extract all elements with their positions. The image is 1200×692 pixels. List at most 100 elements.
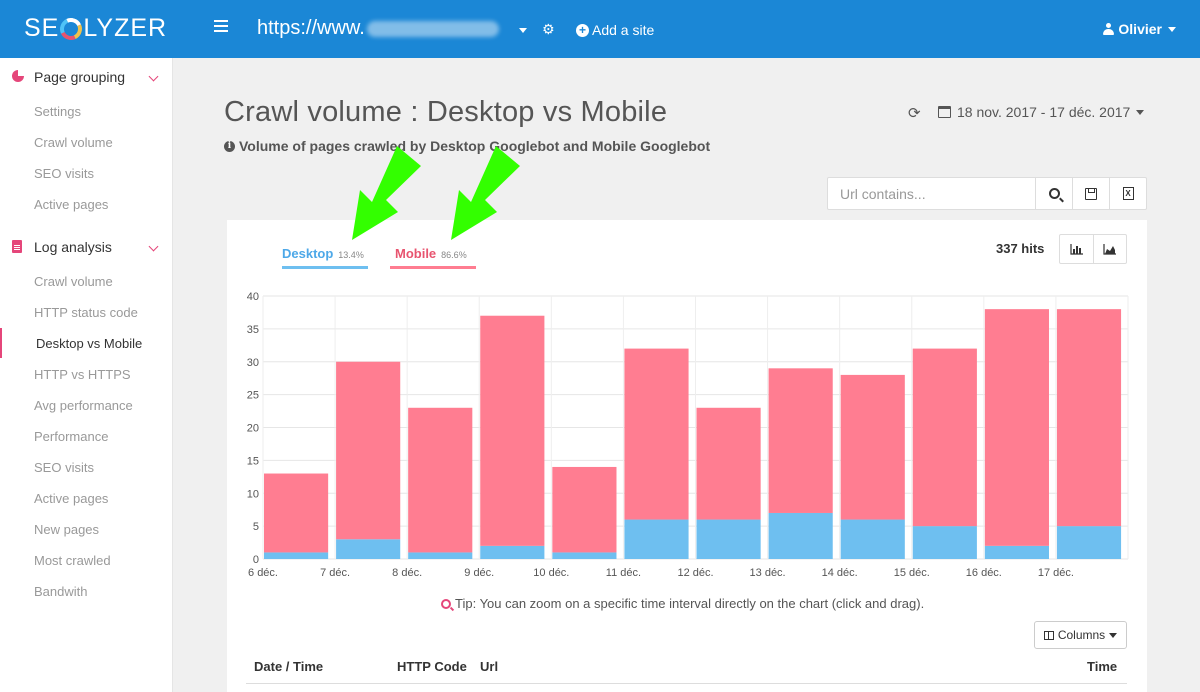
area-chart-icon <box>1103 243 1117 255</box>
info-icon: i <box>224 140 235 152</box>
bar-mobile[interactable] <box>1056 309 1122 527</box>
site-url-text: https://www. <box>257 17 365 39</box>
y-tick-label: 10 <box>247 488 259 500</box>
hamburger-menu-icon[interactable] <box>214 20 228 32</box>
bar-mobile[interactable] <box>264 473 329 553</box>
bar-desktop[interactable] <box>552 552 617 559</box>
x-tick-label: 10 déc. <box>533 567 569 579</box>
green-arrow-icon <box>352 146 421 240</box>
tip-text: Tip: You can zoom on a specific time int… <box>455 596 925 611</box>
x-tick-label: 16 déc. <box>966 567 1002 579</box>
bar-mobile[interactable] <box>552 466 617 553</box>
tab-mobile[interactable]: Mobile 86.6% <box>395 246 467 261</box>
excel-icon: X <box>1122 187 1134 200</box>
x-tick-label: 6 déc. <box>248 567 278 579</box>
search-button[interactable] <box>1035 178 1072 209</box>
sidebar-item-avg-performance[interactable]: Avg performance <box>34 398 133 413</box>
site-selector[interactable]: https://www. <box>257 17 499 40</box>
sidebar-item-desktop-vs-mobile[interactable]: Desktop vs Mobile <box>36 336 143 351</box>
zoom-tip: Tip: You can zoom on a specific time int… <box>441 596 924 611</box>
caret-down-icon <box>1136 109 1145 115</box>
chevron-down-icon <box>148 71 159 82</box>
tab-mobile-label: Mobile <box>395 246 437 261</box>
site-dropdown-caret-icon[interactable] <box>519 28 527 33</box>
bar-mobile[interactable] <box>624 348 689 520</box>
tab-desktop-underline <box>282 266 368 269</box>
area-chart-button[interactable] <box>1092 235 1127 263</box>
crawl-volume-chart[interactable]: 0 5 10 15 20 25 30 35 40 6 déc. 7 déc. 8 déc. 9 déc.… <box>238 285 1138 585</box>
column-header-http-code[interactable]: HTTP Code <box>397 659 467 674</box>
bar-desktop[interactable] <box>336 539 401 559</box>
sidebar-item-crawl-volume[interactable]: Crawl volume <box>34 135 113 150</box>
bar-desktop[interactable] <box>912 526 977 559</box>
y-tick-label: 20 <box>247 423 259 435</box>
x-tick-label: 15 déc. <box>894 567 930 579</box>
bar-desktop[interactable] <box>696 519 761 559</box>
save-button[interactable] <box>1072 178 1109 209</box>
sidebar-group-page-grouping[interactable]: Page grouping <box>0 66 173 88</box>
bar-mobile[interactable] <box>336 361 401 540</box>
pie-chart-icon <box>12 70 24 82</box>
plus-circle-icon: + <box>576 23 589 37</box>
columns-button[interactable]: Columns <box>1034 621 1127 649</box>
sidebar-group-label: Page grouping <box>34 69 126 85</box>
sidebar-item-http-vs-https[interactable]: HTTP vs HTTPS <box>34 367 131 382</box>
bar-desktop[interactable] <box>984 545 1049 559</box>
sidebar-group-label: Log analysis <box>34 239 112 255</box>
sidebar-item-settings[interactable]: Settings <box>34 104 81 119</box>
subtitle-text: Volume of pages crawled by Desktop Googl… <box>239 138 711 154</box>
caret-down-icon <box>1109 632 1118 638</box>
bar-mobile[interactable] <box>912 348 977 527</box>
bar-desktop[interactable] <box>408 552 473 559</box>
site-url-blurred <box>366 20 499 37</box>
tab-desktop-percent: 13.4% <box>338 250 364 260</box>
bar-mobile[interactable] <box>480 315 545 546</box>
gear-icon[interactable]: ⚙ <box>542 21 555 37</box>
x-tick-label: 13 déc. <box>750 567 786 579</box>
sidebar-item-seo-visits[interactable]: SEO visits <box>34 166 94 181</box>
sidebar-item-active-pages[interactable]: Active pages <box>34 197 109 212</box>
refresh-icon[interactable]: ⟳ <box>908 105 921 122</box>
bar-desktop[interactable] <box>768 512 833 559</box>
sidebar-item-log-crawl-volume[interactable]: Crawl volume <box>34 274 113 289</box>
date-range-picker[interactable]: 18 nov. 2017 - 17 déc. 2017 <box>938 104 1145 120</box>
y-tick-label: 40 <box>247 291 259 303</box>
sidebar-item-http-status-code[interactable]: HTTP status code <box>34 305 138 320</box>
sidebar-group-log-analysis[interactable]: Log analysis <box>0 236 173 258</box>
url-contains-input[interactable] <box>828 178 1035 209</box>
sidebar-item-bandwith[interactable]: Bandwith <box>34 584 88 599</box>
add-site-button[interactable]: + Add a site <box>576 22 654 38</box>
bar-mobile[interactable] <box>408 407 473 553</box>
bar-mobile[interactable] <box>768 368 833 513</box>
zoom-icon <box>441 598 451 609</box>
column-header-url[interactable]: Url <box>480 659 499 674</box>
sidebar-item-most-crawled[interactable]: Most crawled <box>34 553 111 568</box>
export-excel-button[interactable]: X <box>1109 178 1146 209</box>
sidebar-item-log-seo-visits[interactable]: SEO visits <box>34 460 94 475</box>
seolyzer-logo[interactable]: SE LYZER <box>24 14 167 43</box>
chart-type-toggle <box>1059 234 1127 264</box>
bar-mobile[interactable] <box>984 309 1049 546</box>
user-menu[interactable]: Olivier <box>1103 21 1176 37</box>
bar-desktop[interactable] <box>264 552 329 559</box>
column-header-date-time[interactable]: Date / Time <box>254 659 324 674</box>
green-arrow-icon <box>451 146 520 240</box>
x-tick-label: 17 déc. <box>1038 567 1074 579</box>
x-tick-label: 11 déc. <box>606 567 641 579</box>
sidebar-item-performance[interactable]: Performance <box>34 429 109 444</box>
bar-mobile[interactable] <box>696 407 761 520</box>
bar-desktop[interactable] <box>624 519 689 559</box>
bar-chart-button[interactable] <box>1060 235 1093 263</box>
bar-mobile[interactable] <box>840 374 905 520</box>
x-tick-label: 8 déc. <box>392 567 422 579</box>
tab-mobile-underline <box>390 266 476 269</box>
bar-desktop[interactable] <box>840 519 905 559</box>
bar-desktop[interactable] <box>480 545 545 559</box>
url-filter-bar: X <box>827 177 1147 210</box>
x-tick-label: 14 déc. <box>822 567 858 579</box>
bar-desktop[interactable] <box>1056 526 1122 559</box>
sidebar-item-log-active-pages[interactable]: Active pages <box>34 491 109 506</box>
column-header-time[interactable]: Time <box>1087 659 1118 674</box>
tab-desktop[interactable]: Desktop 13.4% <box>282 246 364 261</box>
sidebar-item-new-pages[interactable]: New pages <box>34 522 100 537</box>
